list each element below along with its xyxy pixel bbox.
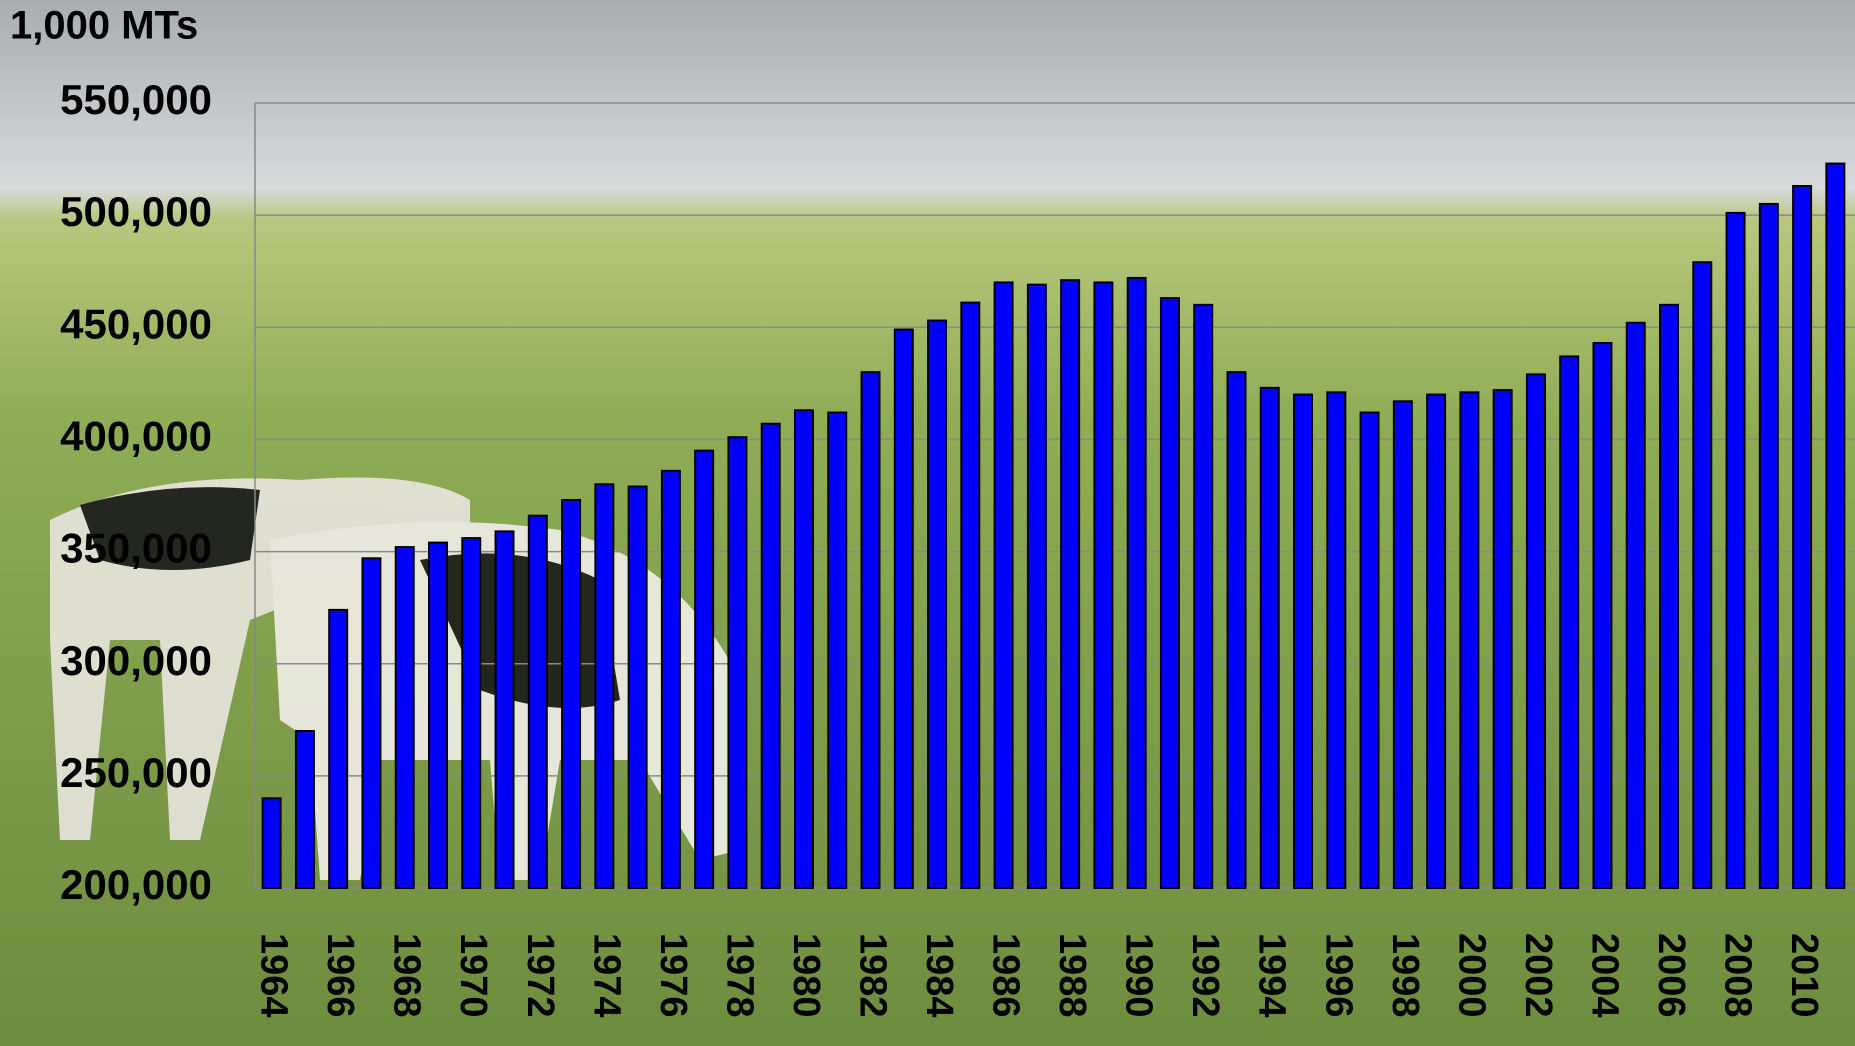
x-tick-label: 2004 [1583,933,1625,1018]
x-tick-label: 1998 [1384,933,1426,1018]
x-tick-label: 1988 [1051,933,1093,1018]
bar [1392,400,1413,889]
bar [1459,391,1480,889]
bar [494,530,515,890]
bar [827,411,848,889]
bar [927,319,948,889]
x-tick-label: 2010 [1783,933,1825,1018]
bar [561,498,582,889]
x-tick-label: 1990 [1118,933,1160,1018]
x-tick-label: 2000 [1450,933,1492,1018]
bar [1692,261,1713,889]
x-tick-label: 1978 [718,933,760,1018]
bar [727,436,748,889]
x-tick-label: 1992 [1184,933,1226,1018]
bar [461,537,482,889]
bar [1426,393,1447,889]
y-tick-label: 450,000 [60,300,212,347]
y-tick-label: 550,000 [60,76,212,123]
bar [1159,297,1180,889]
x-tick-label: 1974 [585,933,627,1018]
x-tick-label: 1980 [785,933,827,1018]
bar [1525,373,1546,889]
bar [1293,393,1314,889]
bar [1825,162,1846,890]
bar [1226,371,1247,889]
bar [1659,303,1679,890]
bar [328,608,349,890]
bar [1592,341,1613,889]
bar [594,483,615,889]
x-tick-label: 1982 [851,933,893,1018]
x-tick-label: 1986 [985,933,1027,1018]
bar [960,301,981,890]
bar [1026,283,1047,889]
x-tick-label: 1964 [253,933,295,1018]
bar [1492,389,1513,889]
bar [1559,355,1580,889]
y-tick-label: 250,000 [60,749,212,796]
bar [793,409,814,889]
bar [1792,184,1813,889]
y-tick-label: 300,000 [60,637,212,684]
bar [660,469,681,889]
bar [893,328,914,889]
bar [394,546,415,889]
x-tick-label: 1972 [519,933,561,1018]
x-tick-label: 1976 [652,933,694,1018]
bar [1093,281,1114,889]
bar [527,514,548,890]
bar [993,281,1014,889]
bar [1359,411,1380,889]
x-tick-label: 2002 [1517,933,1559,1018]
y-tick-label: 500,000 [60,188,212,235]
y-tick-label: 350,000 [60,525,212,572]
bar [428,541,448,889]
x-tick-label: 1966 [319,933,361,1018]
bar [1193,303,1214,890]
bar [760,422,781,889]
bar [361,557,382,889]
bar [860,371,881,889]
bar [694,449,715,889]
x-tick-label: 1996 [1317,933,1359,1018]
x-tick-label: 1984 [918,933,960,1018]
x-tick-label: 1970 [452,933,494,1018]
bar [1060,279,1081,889]
x-tick-label: 2006 [1650,933,1692,1018]
bar [1758,202,1779,889]
y-tick-label: 200,000 [60,861,212,908]
x-tick-label: 1968 [386,933,428,1018]
bar [1126,276,1147,889]
y-tick-label: 400,000 [60,413,212,460]
bar [1725,211,1746,889]
x-tick-label: 2008 [1717,933,1759,1018]
bar [294,730,315,889]
x-tick-label: 1994 [1251,933,1293,1018]
bar [1625,321,1646,889]
bar [261,797,282,889]
bar [627,485,648,889]
y-axis-label: 1,000 MTs [10,4,198,48]
bar [1259,386,1280,889]
bar [1326,391,1347,889]
